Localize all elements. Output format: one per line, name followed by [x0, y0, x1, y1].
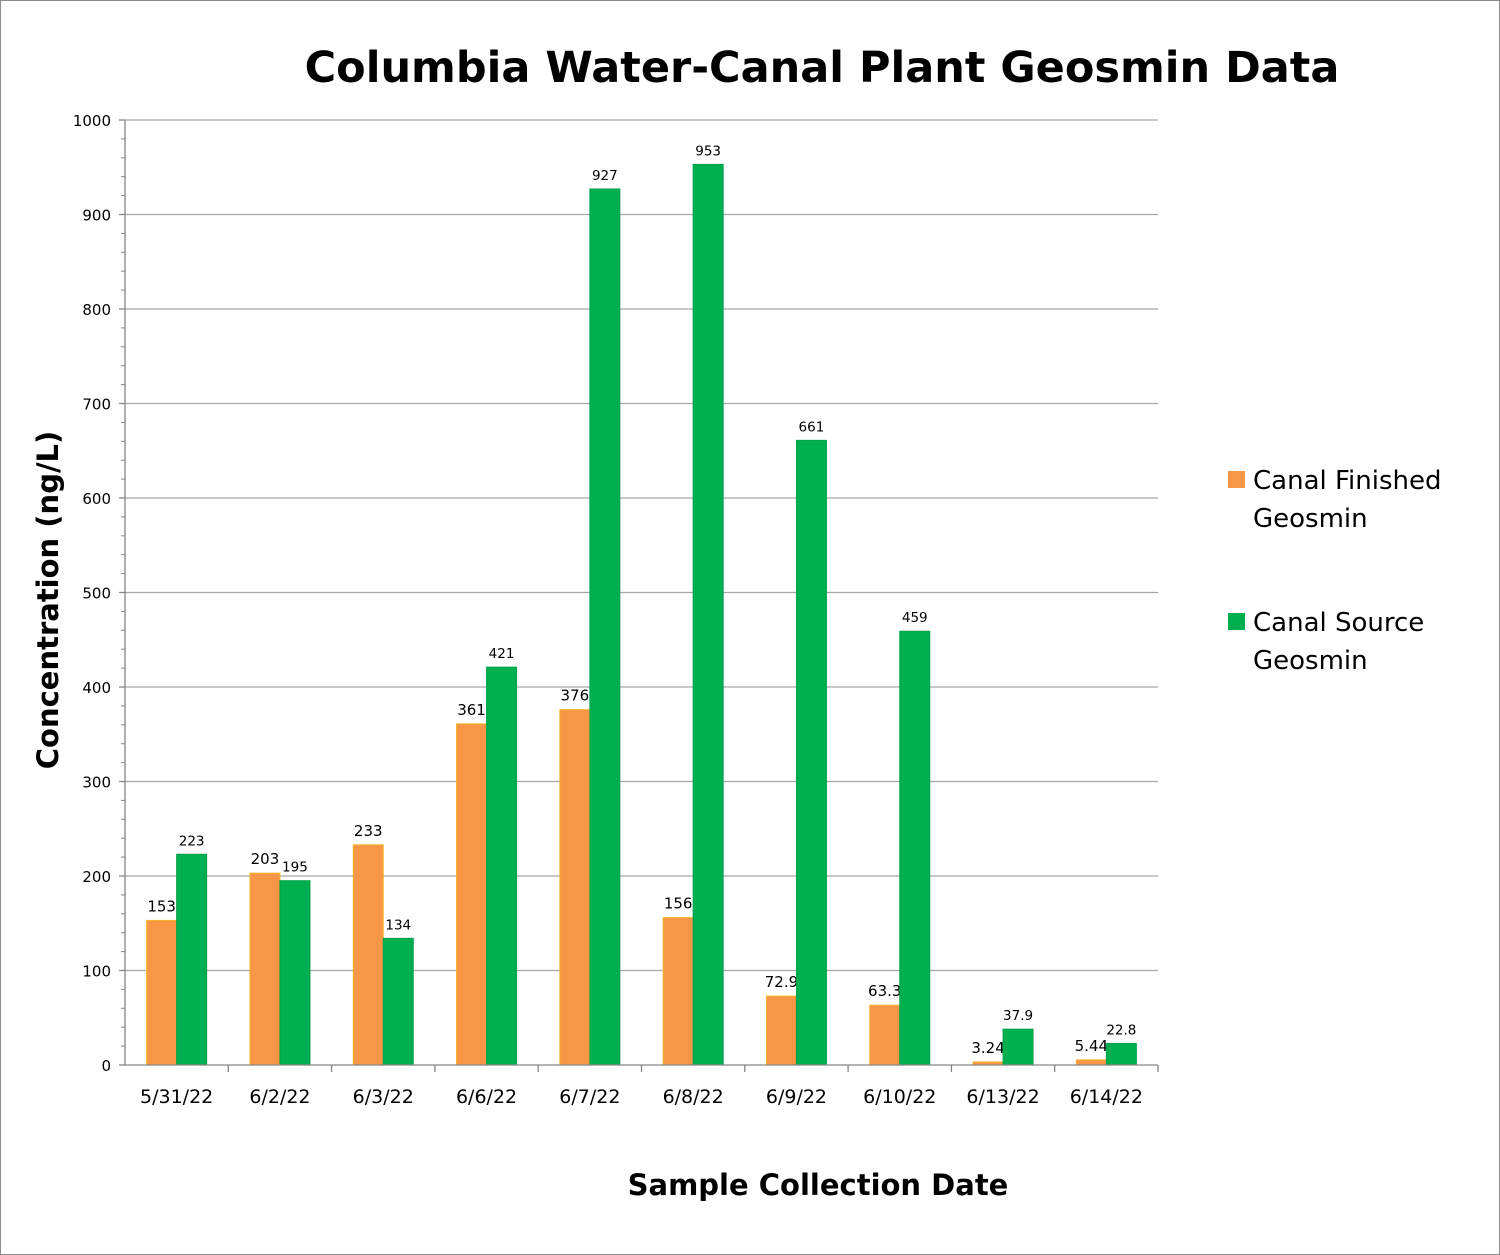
data-label: 361	[457, 701, 486, 719]
x-tick-label: 6/2/22	[249, 1086, 310, 1108]
bar-source	[279, 880, 311, 1066]
x-tick-label: 6/7/22	[559, 1086, 620, 1108]
data-label: 953	[695, 143, 721, 159]
x-tick-label: 6/3/22	[353, 1086, 414, 1108]
bar-source	[899, 630, 931, 1066]
bar-finished	[662, 917, 694, 1066]
y-tick-label: 700	[82, 396, 111, 414]
y-tick-label: 200	[82, 868, 111, 886]
bar-source	[692, 163, 724, 1066]
data-label: 153	[147, 897, 176, 915]
data-label: 72.9	[765, 973, 798, 991]
legend-label: Geosmin	[1253, 646, 1368, 676]
bar-source	[176, 853, 208, 1066]
bar-finished	[765, 995, 797, 1066]
x-tick-label: 6/14/22	[1070, 1086, 1143, 1108]
x-tick-label: 6/8/22	[663, 1086, 724, 1108]
data-label: 37.9	[1003, 1008, 1033, 1024]
bar-source	[589, 188, 621, 1066]
y-tick-label: 100	[82, 963, 111, 981]
legend-label: Geosmin	[1253, 504, 1368, 534]
y-tick-label: 800	[82, 301, 111, 319]
bar-finished	[249, 872, 281, 1066]
data-label: 421	[489, 646, 515, 662]
y-tick-label: 300	[82, 774, 111, 792]
y-tick-label: 900	[82, 207, 111, 225]
bar-finished	[146, 919, 178, 1066]
x-tick-label: 6/10/22	[863, 1086, 936, 1108]
data-label: 927	[592, 168, 618, 184]
data-label: 203	[251, 850, 280, 868]
data-label: 156	[664, 895, 693, 913]
data-label: 233	[354, 822, 383, 840]
data-label: 195	[282, 860, 308, 876]
x-tick-label: 6/13/22	[966, 1086, 1039, 1108]
data-label: 22.8	[1106, 1022, 1136, 1038]
y-axis-label: Concentration (ng/L)	[31, 431, 65, 770]
legend-label: Canal Finished	[1253, 466, 1442, 496]
bar-source	[486, 666, 518, 1066]
data-label: 459	[902, 610, 928, 626]
chart-title: Columbia Water-Canal Plant Geosmin Data	[305, 43, 1340, 93]
y-tick-label: 0	[101, 1057, 111, 1075]
bar-finished	[352, 844, 384, 1066]
legend-swatch	[1228, 471, 1245, 488]
data-label: 223	[179, 833, 205, 849]
bar-finished	[456, 723, 488, 1066]
x-tick-label: 5/31/22	[140, 1086, 213, 1108]
bar-finished	[869, 1004, 901, 1066]
data-label: 661	[799, 419, 825, 435]
data-label: 3.24	[971, 1039, 1004, 1057]
legend-label: Canal Source	[1253, 608, 1424, 638]
y-tick-label: 1000	[73, 112, 111, 130]
legend-swatch	[1228, 613, 1245, 630]
bar-finished	[1075, 1059, 1107, 1066]
x-tick-label: 6/9/22	[766, 1086, 827, 1108]
data-label: 5.44	[1075, 1037, 1108, 1055]
y-tick-label: 600	[82, 490, 111, 508]
y-tick-label: 400	[82, 679, 111, 697]
bar-finished	[559, 709, 591, 1066]
y-tick-label: 500	[82, 585, 111, 603]
data-label: 134	[385, 917, 411, 933]
bar-source	[382, 937, 414, 1066]
bar-source	[1002, 1028, 1034, 1066]
bar-source	[795, 439, 827, 1066]
x-axis-label: Sample Collection Date	[628, 1168, 1009, 1202]
data-label: 63.3	[868, 982, 901, 1000]
x-tick-label: 6/6/22	[456, 1086, 517, 1108]
bar-source	[1105, 1042, 1137, 1066]
data-label: 376	[561, 687, 590, 705]
